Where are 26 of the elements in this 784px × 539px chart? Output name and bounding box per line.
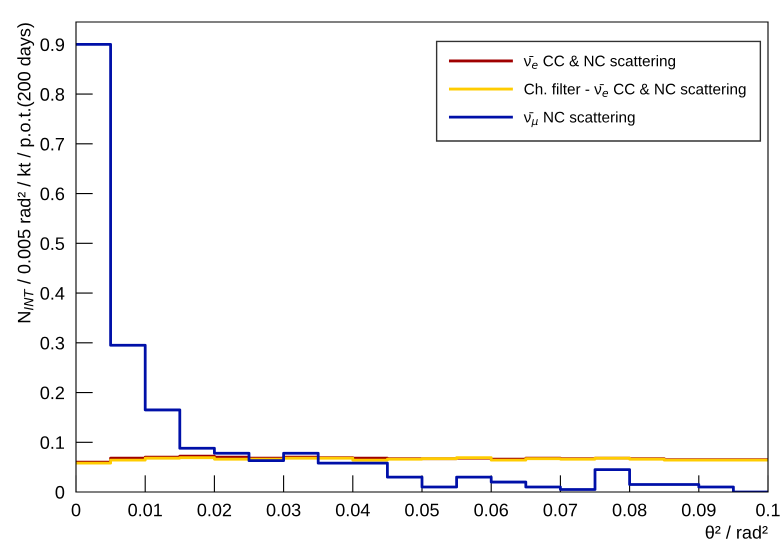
legend-label: ν̄$_{μ}$ NC scattering [524, 111, 635, 128]
x-tick-label: 0.07 [544, 504, 578, 516]
y-tick-label: 0.2 [40, 386, 64, 400]
x-tick-label: 0.08 [612, 504, 646, 516]
x-tick-label: 0.1 [756, 504, 780, 516]
y-tick-label: 0.5 [40, 237, 64, 250]
x-tick-label: 0.06 [474, 504, 508, 516]
x-tick-label: 0.09 [682, 504, 716, 516]
y-tick-label: 0.4 [40, 286, 64, 300]
y-tick-label: 0.8 [40, 88, 64, 101]
x-tick-label: 0 [72, 504, 80, 516]
y-axis-title: N$_{INT}$ / 0.005 rad² / kt / p.o.t.(200 days) [17, 23, 34, 322]
legend-label: ν̄$_{e}$ CC & NC scattering [524, 55, 676, 70]
x-tick-label: 0.01 [128, 504, 162, 516]
y-tick-label: 0.7 [40, 138, 64, 151]
x-tick-label: 0.05 [405, 504, 439, 516]
y-tick-label: 0.3 [40, 336, 64, 350]
y-tick-label: 0.6 [40, 188, 64, 200]
x-tick-label: 0.02 [198, 504, 232, 516]
x-axis-title: θ² / rad² [706, 526, 768, 539]
legend-label: Ch. filter - ν̄$_{e}$ CC & NC scattering [524, 83, 746, 98]
x-tick-label: 0.03 [266, 504, 300, 516]
x-tick-label: 0.04 [336, 504, 370, 516]
y-tick-label: 0 [56, 486, 64, 499]
y-tick-label: 0.9 [40, 38, 64, 52]
y-tick-label: 0.1 [40, 436, 64, 449]
